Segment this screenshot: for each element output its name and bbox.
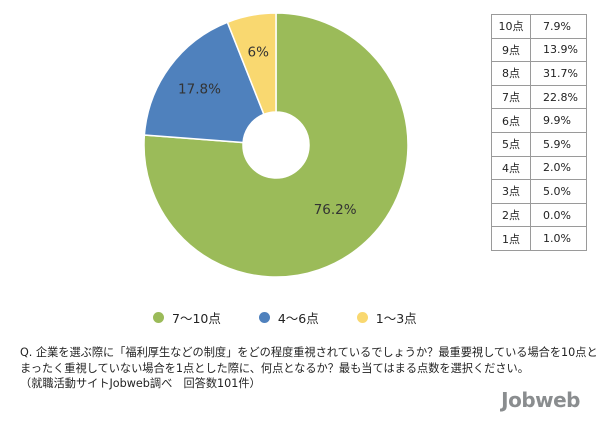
slice-mid — [143, 21, 265, 144]
score-cell: 8点 — [491, 61, 531, 86]
legend-swatch-mid — [258, 312, 270, 323]
score-cell: 4点 — [491, 155, 531, 181]
table-row: 3点 5.0% — [491, 179, 587, 204]
legend-swatch-low — [356, 312, 368, 323]
table-row: 10点 7.9% — [491, 14, 587, 39]
legend-label-high: 7〜10点 — [172, 311, 221, 326]
score-cell: 6点 — [491, 108, 531, 133]
slice-label-low: 6% — [247, 45, 269, 61]
score-cell: 2点 — [491, 202, 531, 228]
jobweb-logo: Jobweb — [501, 388, 580, 412]
legend-item-high: 7〜10点 — [153, 308, 221, 327]
legend-swatch-high — [153, 312, 164, 323]
table-row: 8点 31.7% — [491, 61, 587, 86]
score-cell: 1点 — [491, 226, 531, 251]
chart-legend: 7〜10点 4〜6点 1〜3点 — [153, 308, 455, 327]
percent-cell: 9.9% — [530, 108, 587, 133]
percent-cell: 1.0% — [530, 226, 587, 251]
score-distribution-table: 10点 7.9% 9点 13.9% 8点 31.7% 7点 22.8% 6点 9.9% 5点 5.9%… — [491, 14, 587, 251]
table-row: 2点 0.0% — [491, 202, 587, 228]
percent-cell: 7.9% — [530, 14, 587, 39]
score-cell: 3点 — [491, 179, 531, 204]
score-cell: 7点 — [491, 84, 531, 110]
legend-item-low: 1〜3点 — [356, 308, 417, 327]
percent-cell: 5.9% — [530, 131, 587, 157]
percent-cell: 2.0% — [530, 155, 587, 181]
percent-cell: 0.0% — [530, 202, 587, 228]
percent-cell: 13.9% — [530, 37, 587, 63]
table-row: 1点 1.0% — [491, 226, 587, 251]
score-cell: 5点 — [491, 131, 531, 157]
logo-text: Jobweb — [501, 388, 580, 412]
percent-cell: 5.0% — [530, 179, 587, 204]
question-line-2: まったく重視していない場合を1点とした際に、何点となるか？最も当てはまる点数を選… — [20, 361, 529, 375]
percent-cell: 31.7% — [530, 61, 587, 86]
score-cell: 9点 — [491, 37, 531, 63]
legend-label-low: 1〜3点 — [375, 311, 417, 326]
score-cell: 10点 — [491, 14, 531, 39]
table-row: 4点 2.0% — [491, 155, 587, 181]
slice-high — [143, 12, 409, 278]
table-row: 9点 13.9% — [491, 37, 587, 63]
slice-label-mid: 17.8% — [178, 82, 221, 98]
slice-label-high: 76.2% — [314, 202, 357, 218]
legend-label-mid: 4〜6点 — [277, 311, 319, 326]
survey-source: （就職活動サイトJobweb調べ 回答数101件） — [20, 377, 261, 390]
survey-question: Q. 企業を選ぶ際に「福利厚生などの制度」をどの程度重視されているでしょうか？最… — [20, 345, 600, 392]
table-row: 6点 9.9% — [491, 108, 587, 133]
table-row: 7点 22.8% — [491, 84, 587, 110]
question-line-1: Q. 企業を選ぶ際に「福利厚生などの制度」をどの程度重視されているでしょうか？最… — [20, 346, 600, 359]
donut-chart: 76.2% 17.8% 6% — [143, 12, 409, 278]
legend-item-mid: 4〜6点 — [258, 308, 319, 327]
slice-low — [226, 12, 277, 116]
table-row: 5点 5.9% — [491, 131, 587, 157]
percent-cell: 22.8% — [530, 84, 587, 110]
